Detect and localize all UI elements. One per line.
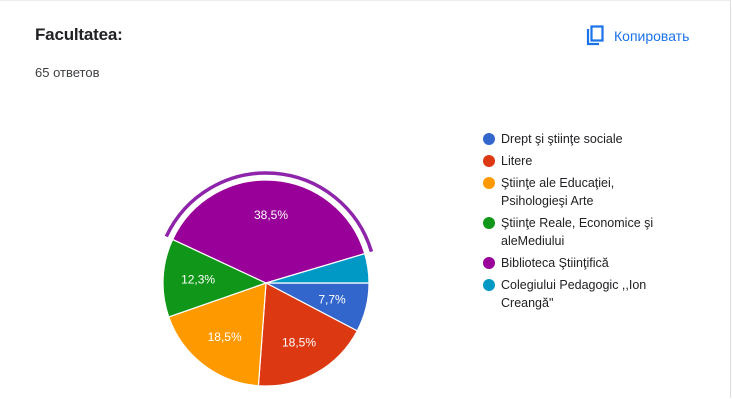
legend-label: Biblioteca Ştiinţifică bbox=[501, 256, 609, 270]
legend-item[interactable]: Litere bbox=[483, 152, 713, 170]
legend-item[interactable]: Colegiului Pedagogic ,,Ion Creangă" bbox=[483, 276, 713, 312]
slice-data-label: 12,3% bbox=[181, 273, 215, 287]
legend-label: Ştiinţe Reale, Economice şi aleMediului bbox=[501, 216, 654, 248]
pie-slice[interactable] bbox=[171, 179, 366, 284]
response-count: 65 ответов bbox=[35, 65, 100, 80]
legend-item[interactable]: Ştiinţe Reale, Economice şi aleMediului bbox=[483, 214, 713, 250]
pie-slice[interactable] bbox=[265, 252, 370, 284]
copy-icon bbox=[585, 25, 605, 47]
copy-button[interactable]: Копировать bbox=[585, 23, 689, 49]
legend-label: Colegiului Pedagogic ,,Ion Creangă" bbox=[501, 278, 647, 310]
pie-slice[interactable] bbox=[162, 238, 268, 318]
question-title: Facultatea: bbox=[35, 25, 123, 44]
copy-button-label: Копировать bbox=[614, 28, 690, 44]
legend-swatch bbox=[483, 217, 495, 229]
legend-swatch bbox=[483, 279, 495, 291]
legend-label: Ştiinţe ale Educaţiei, Psihologieşi Arte bbox=[501, 176, 615, 208]
legend-swatch bbox=[483, 177, 495, 189]
slice-data-label: 18,5% bbox=[208, 330, 242, 344]
slice-data-label: 38,5% bbox=[254, 208, 288, 222]
legend-swatch bbox=[483, 155, 495, 167]
legend-swatch bbox=[483, 133, 495, 145]
slice-highlight-arc bbox=[164, 171, 374, 253]
legend-item[interactable]: Ştiinţe ale Educaţiei, Psihologieşi Arte bbox=[483, 174, 713, 210]
slice-data-label: 18,5% bbox=[282, 335, 316, 349]
slice-data-label: 7,7% bbox=[318, 292, 346, 306]
legend-item[interactable]: Biblioteca Ştiinţifică bbox=[483, 254, 713, 272]
legend-swatch bbox=[483, 257, 495, 269]
legend-label: Litere bbox=[501, 154, 533, 168]
chart-legend: Drept şi ştiinţe sociale Litere Ştiinţe al… bbox=[483, 130, 713, 316]
legend-item[interactable]: Drept şi ştiinţe sociale bbox=[483, 130, 713, 148]
pie-slice[interactable] bbox=[257, 282, 359, 387]
legend-label: Drept şi ştiinţe sociale bbox=[501, 132, 623, 146]
